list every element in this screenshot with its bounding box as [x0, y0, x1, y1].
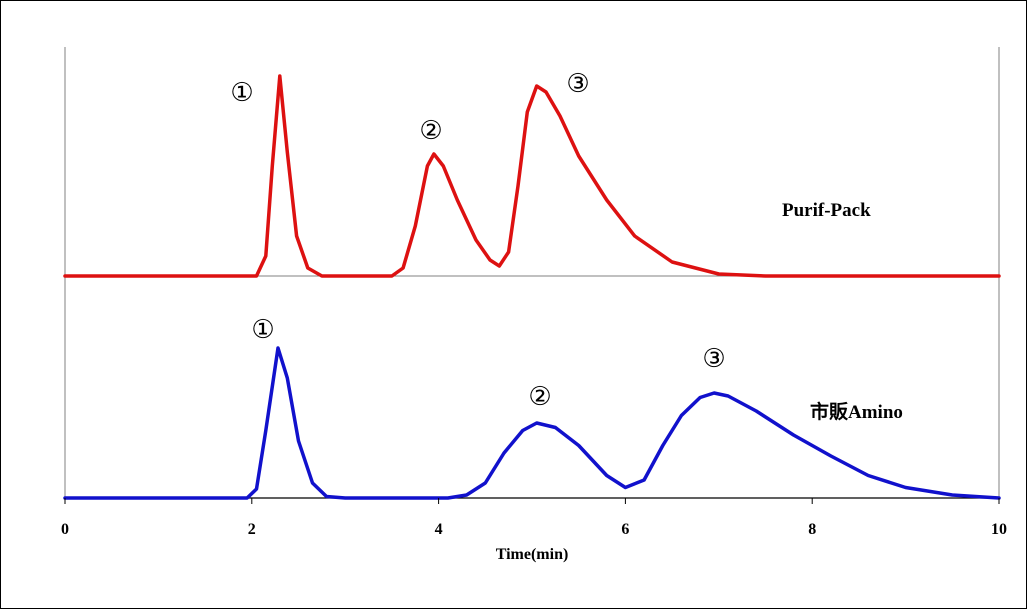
x-tick-label: 0: [61, 521, 69, 538]
x-axis-title: Time(min): [496, 546, 569, 563]
series-label-purif-pack: Purif-Pack: [782, 200, 871, 221]
peak-label-bottom-2: ②: [528, 382, 551, 412]
x-tick-label: 8: [808, 521, 816, 538]
x-tick-label: 6: [621, 521, 629, 538]
series-layer: [63, 74, 1001, 500]
peak-label-bottom-1: ①: [251, 315, 274, 345]
x-tick-label: 10: [991, 521, 1007, 538]
x-ticks: 0 2 4 6 8 10: [61, 498, 1007, 538]
peak-label-bottom-3: ③: [702, 344, 725, 374]
peak-label-top-3: ③: [566, 69, 589, 99]
series-line-1: [63, 74, 1001, 278]
peak-label-top-2: ②: [419, 116, 442, 146]
x-tick-label: 4: [435, 521, 443, 538]
series-label-amino: 市販Amino: [810, 400, 903, 423]
peak-label-top-1: ①: [230, 78, 253, 108]
x-tick-label: 2: [248, 521, 256, 538]
series-line-2: [63, 346, 1001, 500]
